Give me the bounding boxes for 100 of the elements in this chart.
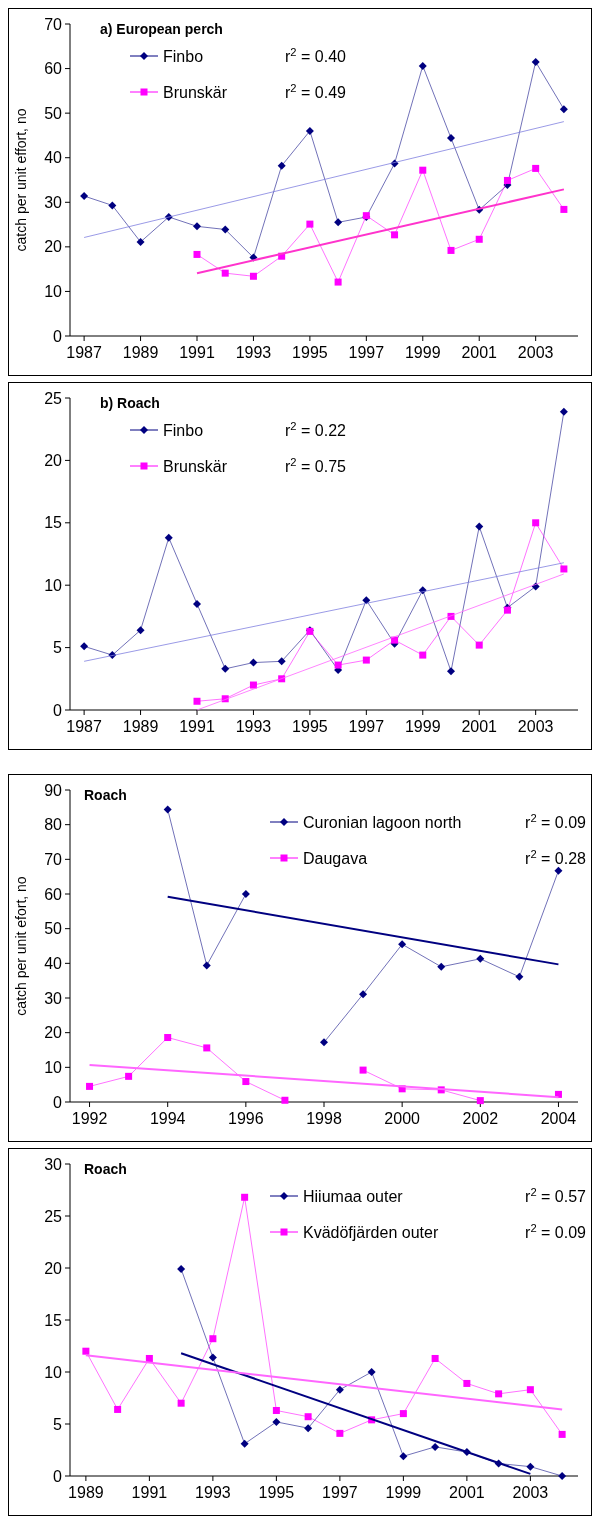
point <box>554 866 563 875</box>
chart-title: b) Roach <box>100 395 160 411</box>
point <box>476 1097 484 1105</box>
point <box>359 990 368 999</box>
point <box>241 1193 249 1201</box>
point <box>305 126 314 135</box>
y-tick-label: 90 <box>44 781 63 799</box>
y-tick-label: 20 <box>44 238 63 256</box>
point <box>164 1034 172 1042</box>
point <box>362 596 371 605</box>
point <box>334 278 342 286</box>
point <box>418 61 427 70</box>
point <box>359 1066 367 1074</box>
point <box>277 657 286 666</box>
y-tick-label: 60 <box>44 885 63 903</box>
point <box>476 954 485 963</box>
point <box>208 1353 217 1362</box>
x-tick-label: 1992 <box>71 1110 108 1127</box>
y-tick-label: 25 <box>44 389 63 407</box>
legend-label: Kvädöfjärden outer <box>303 1223 439 1241</box>
x-tick-label: 1996 <box>228 1110 264 1127</box>
point <box>221 664 230 673</box>
x-tick-label: 2001 <box>461 344 498 361</box>
point <box>335 1385 344 1394</box>
y-tick-label: 0 <box>53 327 63 345</box>
y-tick-label: 10 <box>44 283 63 301</box>
y-tick-label: 50 <box>44 920 63 938</box>
point <box>475 641 483 649</box>
y-tick-label: 10 <box>44 1363 63 1381</box>
point <box>431 1442 440 1451</box>
point <box>320 1038 328 1047</box>
point <box>526 1386 534 1394</box>
y-tick-label: 70 <box>44 850 63 868</box>
annotation: r$^{2}$ = 0.09 <box>525 1221 587 1241</box>
x-tick-label: 1999 <box>385 1484 422 1501</box>
point <box>463 1379 471 1387</box>
x-tick-label: 1991 <box>131 1484 168 1501</box>
point <box>202 961 211 970</box>
y-tick-label: 40 <box>44 149 63 167</box>
x-tick-label: 2001 <box>461 718 498 735</box>
y-tick-label: 0 <box>53 1467 63 1485</box>
y-tick-label: 5 <box>53 1415 63 1433</box>
point <box>203 1044 211 1052</box>
legend-label: Hiiumaa outer <box>303 1187 404 1205</box>
chart-title: Roach <box>84 1161 127 1177</box>
y-tick-label: 0 <box>53 1093 63 1111</box>
x-tick-label: 2003 <box>512 1484 549 1501</box>
point <box>82 1347 90 1355</box>
point <box>136 626 145 635</box>
point <box>560 565 568 573</box>
y-axis-title: catch per unit efort, no <box>13 876 29 1016</box>
x-tick-label: 2004 <box>540 1110 577 1127</box>
y-tick-label: 80 <box>44 816 63 834</box>
point <box>362 656 370 664</box>
point <box>558 1430 566 1438</box>
point <box>193 599 201 608</box>
point <box>531 57 540 66</box>
x-tick-label: 1999 <box>404 344 441 361</box>
point <box>495 1390 503 1398</box>
point <box>532 519 540 527</box>
point <box>177 1265 186 1274</box>
point <box>515 972 524 981</box>
point <box>399 1410 407 1418</box>
annotation: r$^{2}$ = 0.75 <box>285 455 347 475</box>
y-tick-label: 30 <box>44 1155 63 1173</box>
point <box>334 661 342 669</box>
point <box>447 667 455 676</box>
point <box>108 201 117 210</box>
y-tick-label: 25 <box>44 1207 63 1225</box>
point <box>560 205 568 213</box>
y-tick-label: 30 <box>44 193 63 211</box>
legend-label: Curonian lagoon north <box>303 813 462 831</box>
chart-title: a) European perch <box>100 21 223 37</box>
x-tick-label: 1991 <box>179 718 215 735</box>
x-tick-label: 1999 <box>404 718 441 735</box>
y-tick-label: 20 <box>44 1259 63 1277</box>
x-tick-label: 1997 <box>348 344 385 361</box>
annotation: r$^{2}$ = 0.28 <box>525 847 587 867</box>
point <box>241 890 250 898</box>
point <box>475 235 483 243</box>
legend-label: Daugava <box>303 849 368 867</box>
point <box>559 407 568 416</box>
y-tick-label: 60 <box>44 60 63 78</box>
x-tick-label: 1993 <box>195 1484 231 1501</box>
point <box>221 225 230 234</box>
point <box>398 940 407 949</box>
point <box>437 962 446 971</box>
y-tick-label: 0 <box>53 701 63 719</box>
x-tick-label: 2002 <box>462 1110 499 1127</box>
y-tick-label: 50 <box>44 104 63 122</box>
x-tick-label: 1998 <box>306 1110 342 1127</box>
x-tick-label: 1997 <box>322 1484 358 1501</box>
point <box>80 192 89 201</box>
point <box>80 642 89 651</box>
legend-label: Finbo <box>163 421 204 439</box>
x-tick-label: 1993 <box>235 344 272 361</box>
x-tick-label: 2003 <box>517 718 554 735</box>
point <box>114 1405 122 1413</box>
x-tick-label: 1989 <box>122 344 159 361</box>
annotation: r$^{2}$ = 0.49 <box>285 81 347 101</box>
